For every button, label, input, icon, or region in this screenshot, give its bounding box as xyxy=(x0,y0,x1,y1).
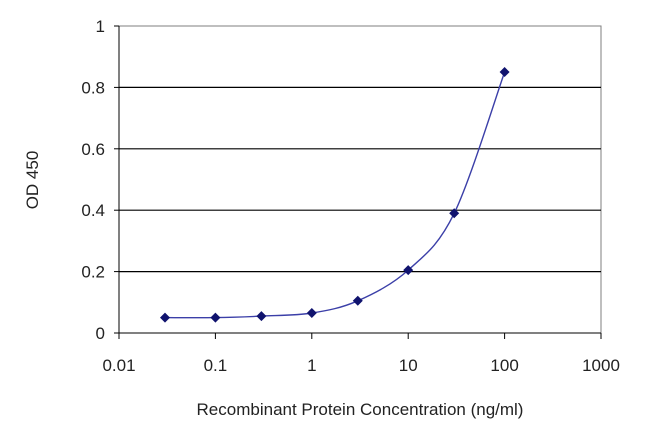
y-tick-label: 1 xyxy=(96,17,105,36)
data-point xyxy=(306,308,317,319)
y-tick-label: 0.2 xyxy=(81,263,105,282)
data-point xyxy=(403,265,414,276)
data-point xyxy=(256,311,267,322)
data-point xyxy=(352,295,363,306)
x-tick-label: 1 xyxy=(307,356,316,375)
x-tick-label: 0.01 xyxy=(102,356,135,375)
data-point xyxy=(210,312,221,323)
y-tick-labels: 0 0.2 0.4 0.6 0.8 1 xyxy=(81,17,105,343)
x-tick-label: 100 xyxy=(490,356,518,375)
plot-area xyxy=(118,25,602,334)
data-point xyxy=(499,67,510,78)
x-axis-title: Recombinant Protein Concentration (ng/ml… xyxy=(197,400,524,419)
y-tick-label: 0 xyxy=(96,324,105,343)
y-axis-title: OD 450 xyxy=(23,151,42,210)
y-tick-label: 0.4 xyxy=(81,201,105,220)
x-tick-label: 10 xyxy=(399,356,418,375)
y-tick-label: 0.8 xyxy=(81,78,105,97)
data-point xyxy=(159,312,170,323)
data-point xyxy=(449,208,460,219)
y-tick-label: 0.6 xyxy=(81,140,105,159)
gridlines xyxy=(119,86,601,273)
x-tick-labels: 0.01 0.1 1 10 100 1000 xyxy=(102,356,619,375)
x-tick-label: 0.1 xyxy=(204,356,228,375)
axes xyxy=(114,25,602,339)
x-tick-label: 1000 xyxy=(582,356,620,375)
data-series xyxy=(159,67,510,323)
series-line xyxy=(164,71,506,319)
